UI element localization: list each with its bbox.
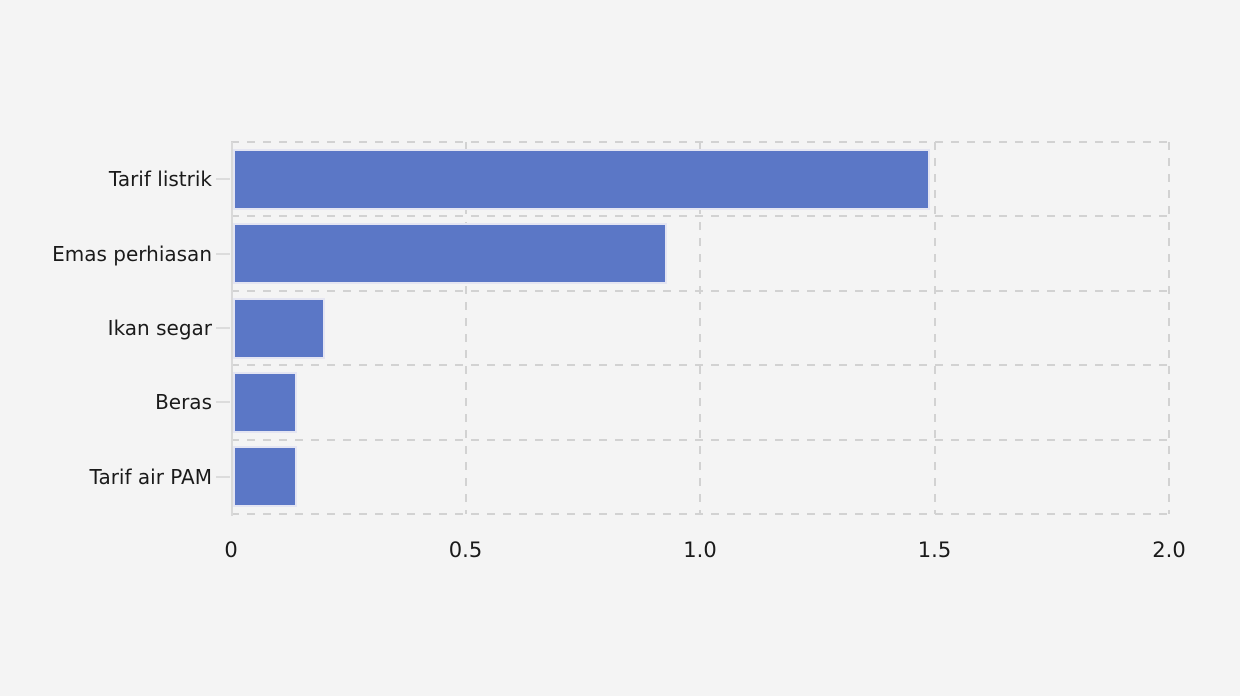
v-gridline (464, 142, 467, 514)
y-axis-label: Tarif listrik (108, 167, 212, 192)
y-tick-mark (216, 178, 230, 181)
v-gridline (933, 142, 936, 514)
bar-ikan-segar (233, 297, 325, 359)
bar-tarif-air-pam (233, 446, 297, 508)
y-tick-mark (216, 252, 230, 255)
y-tick-mark (216, 401, 230, 404)
x-axis-label: 2.0 (1152, 538, 1186, 562)
bar-emas-perhiasan (233, 223, 668, 285)
x-axis-label: 1.5 (917, 538, 952, 562)
v-gridline (1168, 142, 1170, 514)
bar-tarif-listrik (233, 148, 930, 210)
y-axis-spine (231, 142, 233, 516)
y-tick-mark (216, 475, 230, 478)
h-gridline (231, 513, 1169, 515)
x-axis-label: 0 (224, 538, 238, 562)
x-axis-label: 0.5 (448, 538, 483, 562)
v-gridline (699, 142, 701, 514)
y-axis-label: Beras (155, 390, 212, 415)
y-axis-label: Ikan segar (107, 315, 212, 340)
bar-beras (233, 371, 297, 433)
y-axis-label: Emas perhiasan (52, 241, 212, 266)
y-tick-mark (216, 327, 230, 329)
x-axis-label: 1.0 (683, 538, 717, 562)
y-axis-label: Tarif air PAM (89, 464, 212, 489)
